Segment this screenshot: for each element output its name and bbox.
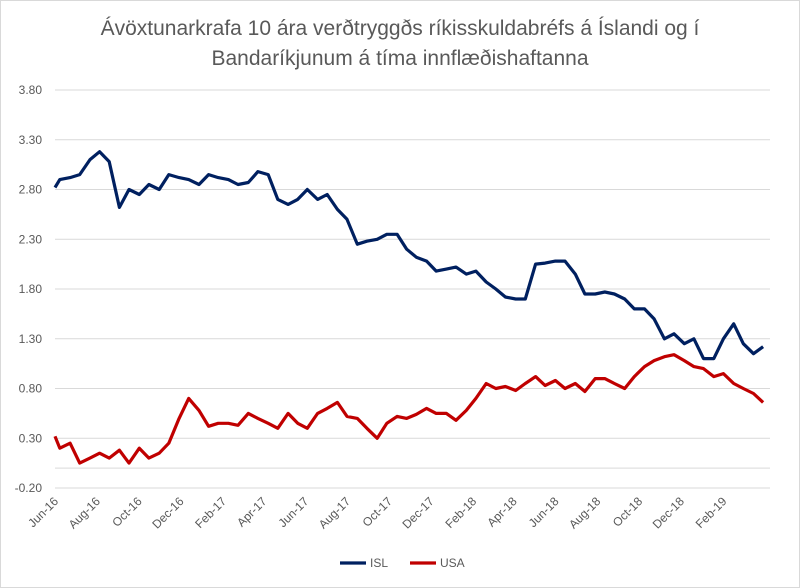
- y-tick-label: 2.30: [19, 232, 43, 246]
- x-tick-label: Jun-17: [275, 494, 311, 530]
- chart-title: Ávöxtunarkrafa 10 ára verðtryggðs ríkiss…: [0, 14, 800, 74]
- x-tick-label: Dec-17: [400, 494, 437, 531]
- x-tick-label: Dec-18: [650, 494, 687, 531]
- series-line-usa: [53, 353, 765, 465]
- y-tick-label: 3.80: [19, 83, 43, 97]
- x-tick-label: Aug-16: [66, 494, 103, 531]
- x-tick-label: Oct-17: [360, 494, 396, 530]
- series-line-isl: [53, 150, 765, 361]
- x-tick-label: Dec-16: [149, 494, 186, 531]
- y-tick-label: 2.80: [19, 183, 43, 197]
- x-tick-label: Jun-18: [526, 494, 562, 530]
- x-tick-label: Feb-17: [192, 494, 229, 531]
- x-tick-label: Feb-18: [442, 494, 479, 531]
- x-tick-label: Aug-17: [316, 494, 353, 531]
- x-tick-label: Aug-18: [566, 494, 603, 531]
- x-tick-label: Feb-19: [693, 494, 730, 531]
- legend-label-usa: USA: [440, 556, 465, 570]
- chart-title-line1: Ávöxtunarkrafa 10 ára verðtryggðs ríkiss…: [100, 17, 700, 40]
- y-tick-label: 1.30: [19, 332, 43, 346]
- chart-title-line2: Bandaríkjunum á tíma innflæðishaftanna: [211, 47, 589, 70]
- y-tick-label: 3.30: [19, 133, 43, 147]
- x-tick-label: Apr-17: [234, 494, 270, 530]
- x-tick-label: Oct-16: [109, 494, 145, 530]
- y-tick-label: -0.20: [15, 481, 43, 495]
- y-tick-label: 1.80: [19, 282, 43, 296]
- x-tick-label: Jun-16: [25, 494, 61, 530]
- x-tick-label: Apr-18: [484, 494, 520, 530]
- x-tick-label: Oct-18: [610, 494, 646, 530]
- y-tick-label: 0.30: [19, 431, 43, 445]
- legend-label-isl: ISL: [370, 556, 388, 570]
- y-tick-label: 0.80: [19, 382, 43, 396]
